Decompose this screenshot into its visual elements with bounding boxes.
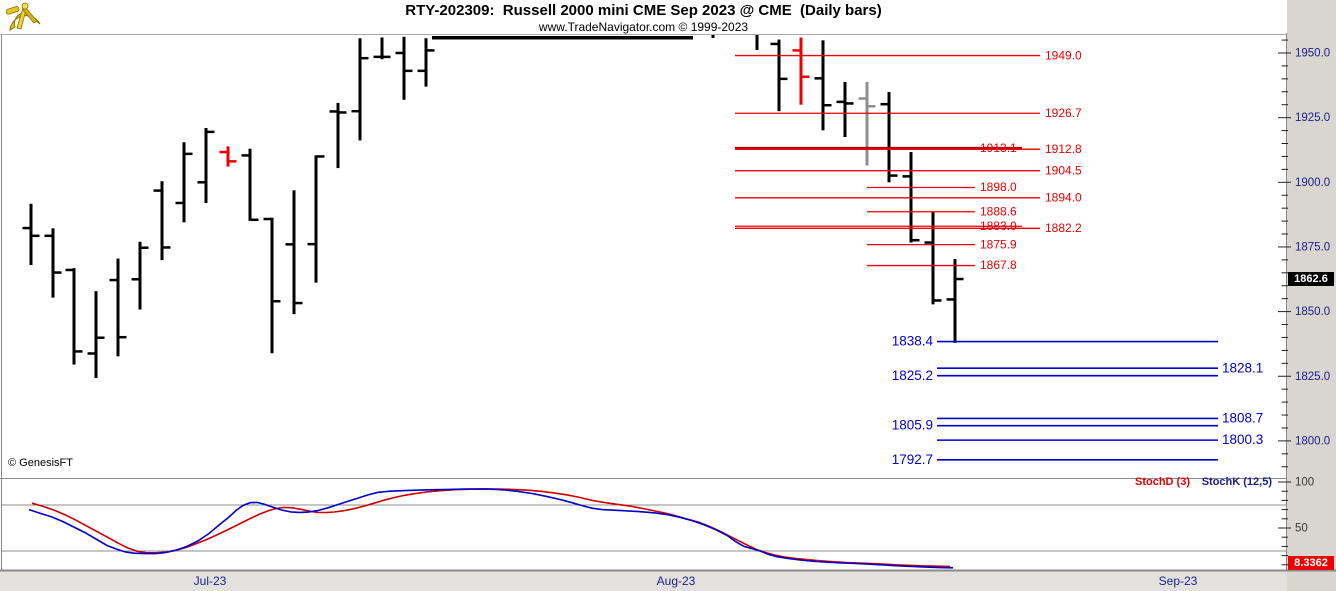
price-bar — [792, 37, 810, 105]
offscale-bars-band — [432, 36, 693, 40]
resistance-level[interactable]: 1875.9 — [867, 237, 1017, 251]
stochd-legend-label[interactable]: StochD (3) — [1135, 476, 1190, 488]
price-bar — [285, 190, 303, 315]
price-bar — [373, 37, 391, 60]
resistance-label: 1898.0 — [980, 180, 1017, 194]
price-bar — [946, 259, 964, 343]
stochd-curve — [31, 488, 951, 568]
price-bar — [263, 217, 281, 354]
price-bar — [175, 142, 193, 223]
support-level[interactable]: 1838.4 — [892, 334, 1218, 349]
price-bar — [109, 258, 127, 357]
sextant-icon — [4, 1, 44, 34]
support-level[interactable]: 1825.2 — [892, 368, 1218, 383]
time-axis-gutter — [0, 571, 1287, 591]
price-bar — [836, 81, 854, 138]
resistance-level[interactable]: 1888.6 — [867, 204, 1017, 218]
support-level[interactable]: 1792.7 — [892, 452, 1218, 467]
stoch-axis-label: 100 — [1295, 477, 1314, 489]
resistance-label: 1912.8 — [1045, 142, 1082, 156]
price-axis-label: 1825.0 — [1295, 371, 1330, 383]
resistance-level[interactable]: 1949.0 — [735, 48, 1082, 62]
price-bar — [755, 35, 759, 50]
price-axis-label: 1850.0 — [1295, 306, 1330, 318]
price-axis-gutter — [1287, 0, 1336, 591]
price-bar — [87, 291, 105, 379]
price-bar — [711, 35, 715, 39]
resistance-level[interactable]: 1913.1 — [735, 141, 1022, 155]
support-level[interactable]: 1828.1 — [937, 360, 1263, 375]
price-bar — [329, 102, 347, 169]
price-bar — [924, 212, 942, 305]
price-bar — [880, 92, 898, 183]
resistance-label: 1888.6 — [980, 204, 1017, 218]
resistance-label: 1913.1 — [980, 141, 1017, 155]
support-label: 1800.3 — [1222, 432, 1263, 447]
support-level[interactable]: 1800.3 — [937, 432, 1263, 447]
price-bar — [395, 36, 413, 100]
month-axis-label: Sep-23 — [1159, 574, 1198, 588]
resistance-level[interactable]: 1867.8 — [867, 258, 1017, 272]
support-label: 1825.2 — [892, 368, 933, 383]
price-axis-label: 1925.0 — [1295, 112, 1330, 124]
price-bar — [131, 241, 149, 310]
price-axis-label: 1950.0 — [1295, 48, 1330, 60]
chart-header: RTY-202309: Russell 2000 mini CME Sep 20… — [0, 0, 1287, 35]
price-bar — [44, 228, 62, 298]
support-label: 1838.4 — [892, 334, 934, 349]
price-bar — [22, 203, 40, 266]
support-label: 1828.1 — [1222, 360, 1263, 375]
stochk-curve — [28, 488, 954, 569]
chart-title: RTY-202309: Russell 2000 mini CME Sep 20… — [405, 2, 882, 19]
support-level[interactable]: 1808.7 — [937, 410, 1263, 425]
resistance-label: 1904.5 — [1045, 163, 1082, 177]
price-bar — [417, 38, 435, 87]
stochastic-curves — [28, 488, 954, 569]
resistance-label: 1949.0 — [1045, 48, 1082, 62]
resistance-label: 1926.7 — [1045, 106, 1082, 120]
price-bar — [241, 148, 259, 222]
price-bar — [814, 40, 832, 131]
month-axis-label: Jul-23 — [194, 574, 227, 588]
resistance-level[interactable]: 1926.7 — [735, 106, 1082, 120]
stoch-axis-label: 50 — [1295, 523, 1308, 535]
support-label: 1808.7 — [1222, 410, 1263, 425]
price-bar — [65, 268, 83, 365]
resistance-level[interactable]: 1894.0 — [735, 190, 1082, 204]
resistance-label: 1867.8 — [980, 258, 1017, 272]
price-bar — [153, 181, 171, 261]
price-bar — [351, 38, 369, 141]
price-bar — [770, 39, 788, 112]
price-axis-label: 1875.0 — [1295, 241, 1330, 253]
genesis-copyright: © GenesisFT — [8, 457, 73, 469]
resistance-level[interactable]: 1904.5 — [735, 163, 1082, 177]
price-axis-label: 1900.0 — [1295, 177, 1330, 189]
resistance-level[interactable]: 1882.2 — [735, 221, 1082, 235]
resistance-label: 1882.2 — [1045, 221, 1082, 235]
price-bar — [197, 127, 215, 203]
price-axis-label: 1800.0 — [1295, 435, 1330, 447]
stochk-legend-label[interactable]: StochK (12,5) — [1201, 476, 1272, 488]
resistance-label: 1883.0 — [980, 219, 1017, 233]
resistance-level[interactable]: 1883.0 — [735, 219, 1022, 233]
price-bar — [858, 81, 876, 166]
price-bar — [219, 146, 237, 167]
resistance-label: 1894.0 — [1045, 190, 1082, 204]
support-label: 1792.7 — [892, 452, 933, 467]
last-price-badge: 1862.6 — [1288, 272, 1334, 286]
support-level[interactable]: 1805.9 — [892, 418, 1218, 433]
price-bar — [307, 155, 325, 283]
resistance-level[interactable]: 1912.8 — [735, 142, 1082, 156]
price-bars-group — [22, 35, 964, 379]
support-label: 1805.9 — [892, 418, 933, 433]
resistance-label: 1875.9 — [980, 237, 1017, 251]
stoch-value-badge: 8.3362 — [1288, 556, 1334, 570]
resistance-level[interactable]: 1898.0 — [867, 180, 1017, 194]
month-axis-label: Aug-23 — [657, 574, 696, 588]
chart-subtitle: www.TradeNavigator.com © 1999-2023 — [538, 20, 749, 34]
